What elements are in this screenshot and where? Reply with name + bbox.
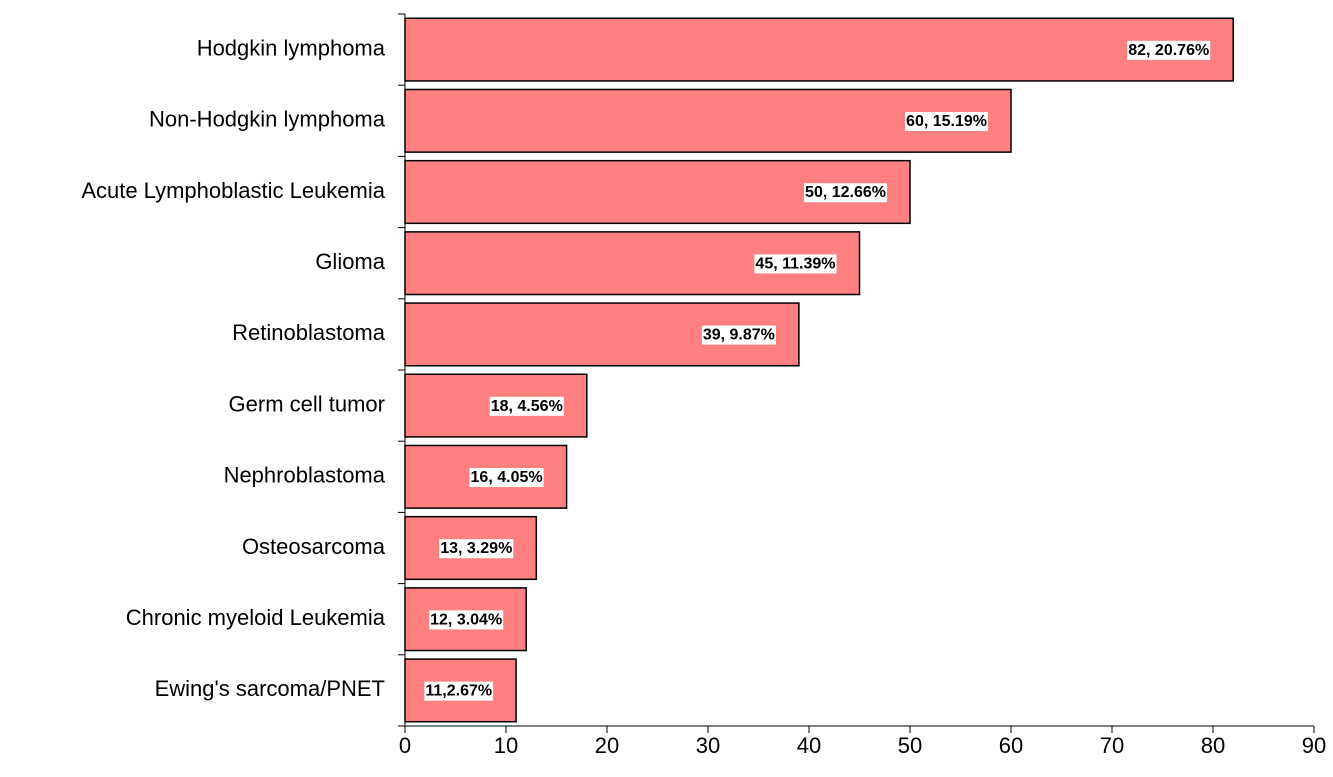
value-label: 13, 3.29%	[440, 540, 512, 557]
category-label: Hodgkin lymphoma	[197, 35, 386, 60]
value-label: 45, 11.39%	[755, 255, 835, 272]
value-label-background	[469, 468, 544, 488]
x-tick-label: 40	[797, 733, 821, 758]
category-label: Glioma	[315, 249, 385, 274]
value-label: 82, 20.76%	[1128, 42, 1209, 59]
x-tick-label: 10	[494, 733, 518, 758]
value-label: 60, 15.19%	[906, 113, 987, 130]
category-label: Retinoblastoma	[232, 320, 386, 345]
value-label-background	[754, 254, 837, 274]
category-label: Germ cell tumor	[229, 391, 385, 416]
bar	[404, 658, 517, 723]
value-label-background	[701, 325, 776, 345]
category-label: Chronic myeloid Leukemia	[126, 605, 386, 630]
x-tick-label: 50	[898, 733, 922, 758]
value-label: 12, 3.04%	[430, 611, 502, 628]
x-tick-label: 80	[1201, 733, 1225, 758]
x-tick-label: 60	[999, 733, 1023, 758]
category-label: Nephroblastoma	[224, 463, 386, 488]
value-label-background	[489, 396, 564, 416]
x-tick-label: 0	[399, 733, 411, 758]
bar	[404, 17, 1234, 82]
value-label: 39, 9.87%	[703, 327, 775, 344]
value-label: 50, 12.66%	[805, 184, 886, 201]
value-label: 16, 4.05%	[471, 469, 543, 486]
x-tick-label: 30	[696, 733, 720, 758]
category-label: Ewing's sarcoma/PNET	[155, 676, 385, 701]
category-label: Non-Hodgkin lymphoma	[149, 107, 386, 132]
category-label: Acute Lymphoblastic Leukemia	[81, 178, 385, 203]
x-tick-label: 70	[1100, 733, 1124, 758]
x-tick-label: 90	[1302, 733, 1326, 758]
value-label-background	[905, 112, 988, 132]
value-label-background	[1127, 40, 1211, 60]
value-label: 18, 4.56%	[491, 398, 563, 415]
bar	[404, 515, 538, 581]
value-label-background	[804, 183, 887, 203]
value-label: 11,2.67%	[425, 683, 492, 700]
x-tick-label: 20	[595, 733, 619, 758]
value-label-background	[424, 681, 494, 701]
category-label: Osteosarcoma	[242, 534, 386, 559]
value-label-background	[439, 539, 514, 559]
value-label-background	[429, 610, 504, 630]
